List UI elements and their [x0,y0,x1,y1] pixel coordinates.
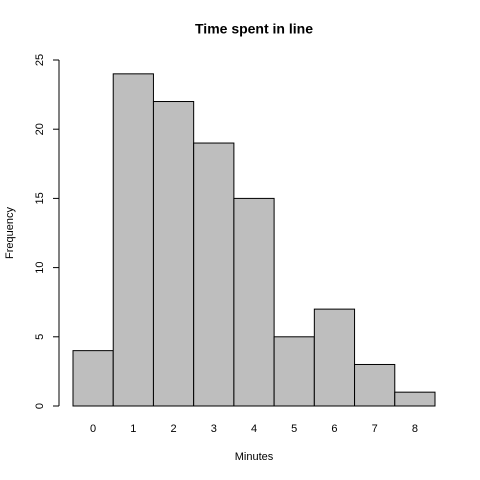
bar [112,73,154,407]
y-tick-label: 20 [34,123,46,135]
x-tick-label: 5 [291,423,297,435]
bar [354,363,396,407]
bar [233,197,275,407]
chart-title: Time spent in line [195,21,313,37]
x-tick-label: 6 [331,423,337,435]
y-tick-label: 5 [34,334,46,340]
x-tick-label: 1 [130,423,136,435]
bar [273,336,315,407]
x-tick-label: 3 [211,423,217,435]
x-tick-label: 8 [412,423,418,435]
x-tick-label: 0 [90,423,96,435]
x-tick-label: 4 [251,423,257,435]
y-tick-label: 15 [34,192,46,204]
x-tick-label: 2 [170,423,176,435]
bar [313,308,356,407]
y-tick-label: 25 [34,54,46,66]
x-axis-label: Minutes [235,451,274,463]
bar [394,391,436,407]
bar [152,101,195,407]
y-tick-label: 10 [34,261,46,273]
y-tick-label: 0 [34,403,46,409]
y-axis-label: Frequency [4,207,16,259]
bar [72,350,114,407]
x-tick-label: 7 [372,423,378,435]
bar [193,142,235,407]
